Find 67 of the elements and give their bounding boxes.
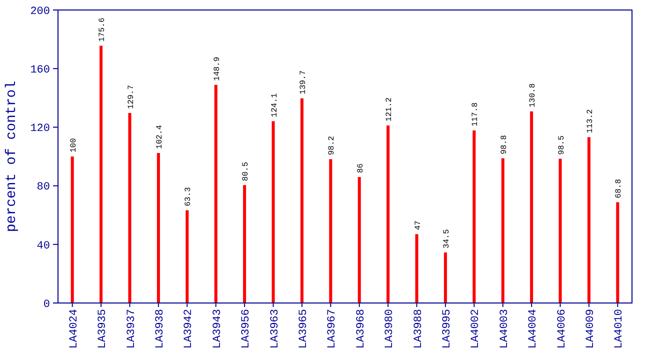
data-label: 129.7	[126, 84, 136, 109]
x-tick-label: LA4006	[556, 309, 568, 349]
data-label: 63.3	[184, 186, 194, 206]
x-tick-label: LA4009	[584, 309, 597, 349]
x-tick-label: LA3995	[441, 309, 454, 349]
bar	[243, 185, 246, 303]
data-label: 130.8	[528, 83, 538, 108]
y-tick-label: 40	[36, 240, 50, 252]
x-tick-label: LA4004	[528, 308, 540, 349]
y-axis-title: percent of control	[4, 80, 20, 232]
x-tick-label: LA3965	[298, 309, 310, 349]
data-label: 98.8	[500, 134, 509, 154]
bar	[329, 159, 332, 303]
data-label: 124.1	[270, 92, 280, 118]
bar	[156, 152, 160, 303]
data-label: 34.5	[442, 229, 452, 248]
x-tick-label: LA4024	[68, 308, 80, 349]
data-label: 98.5	[557, 135, 566, 155]
data-label: 47	[414, 220, 423, 230]
data-label: 86	[356, 163, 366, 174]
x-tick-label: LA4003	[498, 309, 511, 349]
bar	[472, 130, 476, 303]
y-tick-label: 80	[36, 182, 50, 194]
y-tick-label: 200	[30, 6, 50, 18]
x-tick-label: LA3938	[154, 309, 166, 349]
data-label: 121.2	[385, 97, 394, 122]
data-label: 80.5	[242, 162, 251, 182]
data-label: 175.6	[98, 18, 108, 42]
data-label: 113.2	[586, 108, 595, 134]
data-label: 98.2	[328, 136, 337, 156]
bar	[214, 84, 218, 303]
x-tick-label: LA3963	[269, 309, 282, 349]
y-tick-label: 0	[43, 298, 50, 311]
data-label: 68.8	[614, 178, 624, 198]
y-tick-label: 160	[30, 64, 50, 76]
data-label: 117.8	[471, 102, 480, 126]
y-tick-label: 120	[30, 123, 50, 136]
x-tick-label: LA3942	[183, 309, 196, 349]
bar	[558, 158, 562, 303]
x-tick-label: LA3967	[326, 309, 339, 349]
bar	[415, 234, 418, 303]
bar	[358, 177, 361, 303]
bar	[70, 156, 74, 303]
bar	[501, 158, 504, 303]
bar	[386, 125, 390, 303]
x-tick-label: LA3937	[126, 309, 138, 349]
data-label: 102.4	[155, 124, 164, 149]
x-tick-label: LA3980	[384, 309, 396, 349]
x-tick-label: LA3988	[412, 309, 425, 349]
bar	[272, 121, 275, 303]
data-label: 139.7	[298, 70, 308, 94]
bar	[100, 46, 103, 303]
x-tick-label: LA4002	[470, 309, 482, 349]
bar	[300, 98, 304, 303]
x-tick-label: LA3956	[240, 309, 253, 349]
bar	[444, 252, 447, 303]
data-label: 148.9	[212, 56, 222, 81]
x-tick-label: LA3968	[355, 309, 368, 349]
x-tick-label: LA3935	[97, 309, 110, 349]
bar	[530, 111, 534, 303]
x-tick-label: LA4010	[614, 309, 626, 349]
data-label: 100	[69, 138, 78, 152]
bar	[616, 202, 620, 303]
bar	[186, 210, 189, 303]
x-tick-label: LA3943	[212, 309, 224, 349]
bar	[587, 137, 590, 303]
bar	[128, 112, 132, 303]
